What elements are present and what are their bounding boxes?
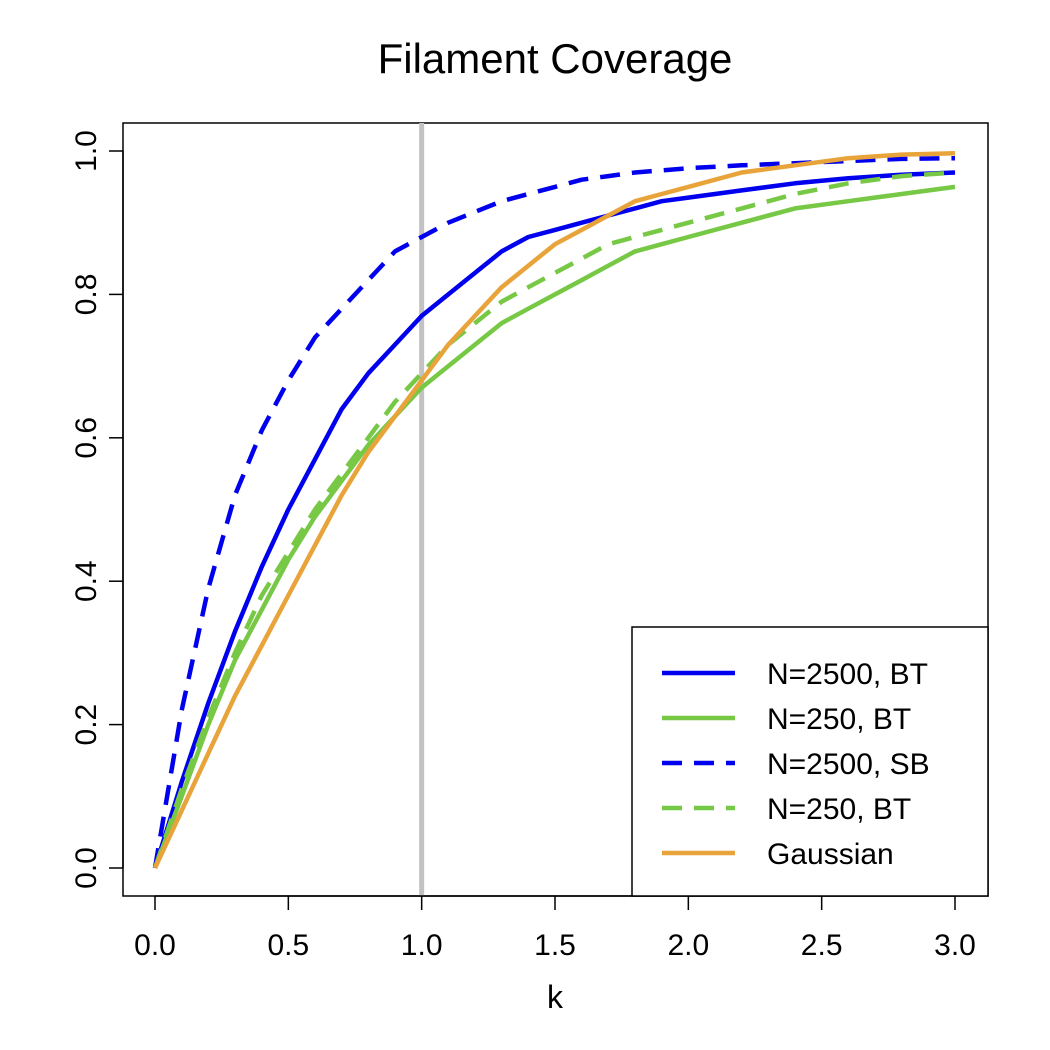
y-tick-label-2: 0.4 [70,560,103,602]
series-line-5 [152,150,956,869]
y-tick-label-4: 0.8 [70,274,103,316]
x-tick-label-3: 1.5 [534,929,576,962]
x-axis-label: k [547,979,564,1015]
legend-label-5: Gaussian [767,838,894,871]
series-line-2 [152,184,956,869]
legend-label-3: N=2500, SB [767,748,930,781]
y-tick-label-1: 0.2 [70,704,103,746]
series-line-1 [152,170,956,869]
series-layer [152,150,956,869]
series-line-3 [152,155,956,869]
legend-label-2: N=250, BT [767,703,911,736]
legend: N=2500, BT N=250, BT N=2500, SB N=250, BT Ga… [631,626,989,897]
x-axis: 0.0 0.5 1.0 1.5 2.0 2.5 3.0 [134,895,976,962]
x-tick-label-0: 0.0 [134,929,176,962]
y-tick-label-3: 0.6 [70,417,103,459]
x-tick-label-4: 2.0 [667,929,709,962]
y-axis: 0.0 0.2 0.4 0.6 0.8 1.0 [70,130,124,889]
x-tick-label-6: 3.0 [934,929,976,962]
legend-label-4: N=250, BT [767,793,911,826]
series-line-4 [152,170,956,869]
legend-label-1: N=2500, BT [767,658,928,691]
x-tick-label-2: 1.0 [401,929,443,962]
y-tick-label-0: 0.0 [70,847,103,889]
y-tick-label-5: 1.0 [70,130,103,172]
chart-title: Filament Coverage [378,35,733,82]
x-tick-label-5: 2.5 [801,929,843,962]
x-tick-label-1: 0.5 [267,929,309,962]
